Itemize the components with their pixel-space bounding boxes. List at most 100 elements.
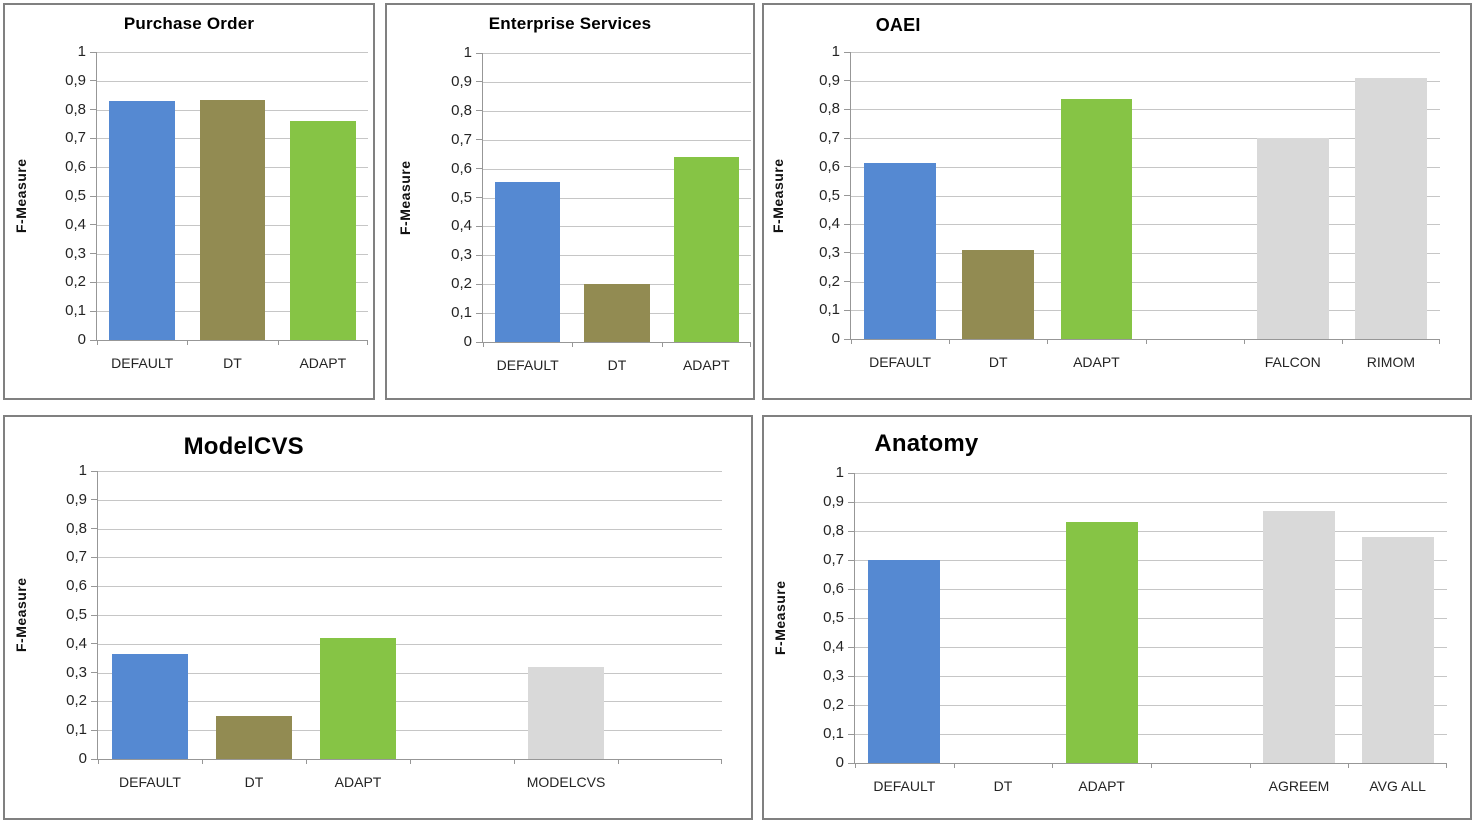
gridline	[98, 615, 722, 616]
gridline	[98, 499, 722, 501]
x-axis-tick	[661, 342, 663, 347]
y-axis-title: F-Measure	[13, 577, 29, 653]
y-axis-tick	[476, 110, 483, 112]
chart-title: Enterprise Services	[488, 14, 652, 33]
panel-modelcvs: ModelCVS F-Measure 1 0,9 0,8 0,7 0,6 0,5 0,4 0,…	[3, 415, 753, 820]
y-axis-tick	[91, 643, 98, 645]
gridline	[98, 643, 722, 645]
plot-area: 1 0,9 0,8 0,7 0,6 0,5 0,4 0,3 0,2 0,1 0 DEFAULT DT AD…	[819, 43, 1440, 370]
y-tick-label: 0,6	[65, 158, 86, 176]
x-axis-tick	[306, 759, 307, 764]
x-tick-label: AVG ALL	[1369, 778, 1426, 794]
chart-title: ModelCVS	[183, 433, 304, 460]
gridline	[855, 676, 1447, 677]
bar-DEFAULT	[112, 653, 188, 759]
y-axis-tick	[848, 559, 855, 561]
gridline	[855, 734, 1447, 735]
x-axis-tick	[1446, 763, 1447, 768]
panel-anatomy: Anatomy F-Measure 1 0,9 0,8 0,7 0,6 0,5 0,4 0,3…	[762, 415, 1472, 820]
x-tick-label: DT	[244, 774, 264, 790]
y-tick-label: 1	[831, 43, 840, 60]
y-axis-tick	[848, 588, 855, 590]
bar-DEFAULT	[109, 100, 176, 340]
y-tick-label: 0	[77, 331, 86, 348]
gridline	[98, 701, 722, 703]
y-tick-label: 0,5	[66, 606, 87, 623]
gridline	[97, 80, 368, 82]
y-axis-tick	[848, 762, 855, 764]
y-axis-tick	[848, 472, 855, 474]
x-axis-tick	[750, 342, 751, 347]
gridline	[855, 560, 1447, 561]
y-tick-label: 0,9	[65, 71, 86, 89]
gridline	[851, 310, 1440, 312]
y-axis-tick	[848, 501, 855, 503]
bar-DT	[962, 250, 1035, 339]
x-axis-tick	[1145, 339, 1147, 344]
y-axis-tick	[844, 166, 851, 168]
gridline	[855, 705, 1447, 706]
y-axis-tick	[90, 80, 97, 82]
y-axis-tick	[90, 339, 97, 341]
y-tick-label: 0,4	[66, 634, 87, 652]
y-tick-label: 0,3	[451, 246, 472, 264]
gridline	[98, 471, 722, 472]
y-tick-label: 0,7	[819, 129, 840, 147]
plot-area: 1 0,9 0,8 0,7 0,6 0,5 0,4 0,3 0,2 0,1 0 DEFAULT DT AD…	[65, 43, 368, 371]
y-tick-label: 0	[831, 330, 840, 347]
y-tick-label: 0,3	[823, 667, 844, 684]
bar-MODELCVS	[528, 666, 604, 759]
y-axis-tick	[91, 758, 98, 760]
y-axis-tick	[476, 312, 483, 314]
y-tick-label: 0,4	[451, 217, 472, 235]
gridline	[483, 226, 751, 228]
y-tick-label: 0,1	[65, 302, 86, 320]
bar-ADAPT	[673, 157, 739, 342]
x-tick-label: DT	[993, 778, 1013, 794]
bar-AGREEM	[1262, 510, 1335, 763]
gridline	[98, 586, 722, 588]
gridline	[483, 53, 751, 54]
x-axis-tick	[949, 339, 951, 344]
x-axis-tick	[1348, 763, 1350, 768]
chart-title: Anatomy	[874, 430, 979, 457]
y-axis-tick	[844, 51, 851, 53]
x-tick-label: DEFAULT	[496, 357, 559, 373]
y-tick-label: 0,1	[66, 721, 87, 739]
y-axis-title: F-Measure	[770, 158, 786, 233]
x-tick-label: DEFAULT	[111, 355, 174, 371]
y-tick-label: 0,2	[451, 275, 472, 293]
y-tick-label: 0,4	[823, 638, 844, 655]
y-axis-tick	[844, 252, 851, 254]
x-axis-tick	[97, 340, 98, 345]
y-axis-tick	[91, 614, 98, 616]
panel-purchase-order: Purchase Order F-Measure 1 0,9 0,8 0,7 0,6 0,…	[3, 3, 375, 400]
plot-area: 1 0,9 0,8 0,7 0,6 0,5 0,4 0,3 0,2 0,1 0 DEFAULT DT AD…	[451, 44, 751, 373]
y-tick-label: 0,4	[65, 215, 86, 233]
y-axis-tick	[90, 166, 97, 168]
x-tick-label: AGREEM	[1268, 778, 1330, 794]
x-axis-tick	[1249, 763, 1251, 768]
x-axis-tick	[1439, 339, 1440, 344]
y-tick-label: 0,9	[66, 490, 87, 508]
y-tick-label: 0,1	[823, 725, 844, 742]
x-axis-tick	[483, 342, 484, 347]
bar-RIMOM	[1355, 77, 1427, 339]
y-tick-label: 0,6	[823, 580, 844, 597]
y-tick-label: 0,1	[451, 304, 472, 322]
bar-AVG ALL	[1361, 536, 1434, 763]
bar-ADAPT	[320, 638, 396, 759]
x-tick-label: DT	[223, 355, 242, 371]
y-axis-tick	[90, 281, 97, 283]
x-tick-label: DT	[607, 357, 627, 373]
bar-DEFAULT	[868, 560, 941, 763]
y-tick-label: 0,6	[819, 157, 840, 175]
y-tick-label: 0,8	[66, 519, 87, 537]
y-tick-label: 0,8	[65, 100, 86, 118]
y-axis-tick	[844, 137, 851, 139]
y-axis-tick	[91, 729, 98, 731]
y-tick-label: 0,5	[65, 187, 86, 204]
y-axis-tick	[848, 530, 855, 532]
y-tick-label: 0,7	[66, 548, 87, 566]
y-tick-label: 0,3	[819, 243, 840, 261]
